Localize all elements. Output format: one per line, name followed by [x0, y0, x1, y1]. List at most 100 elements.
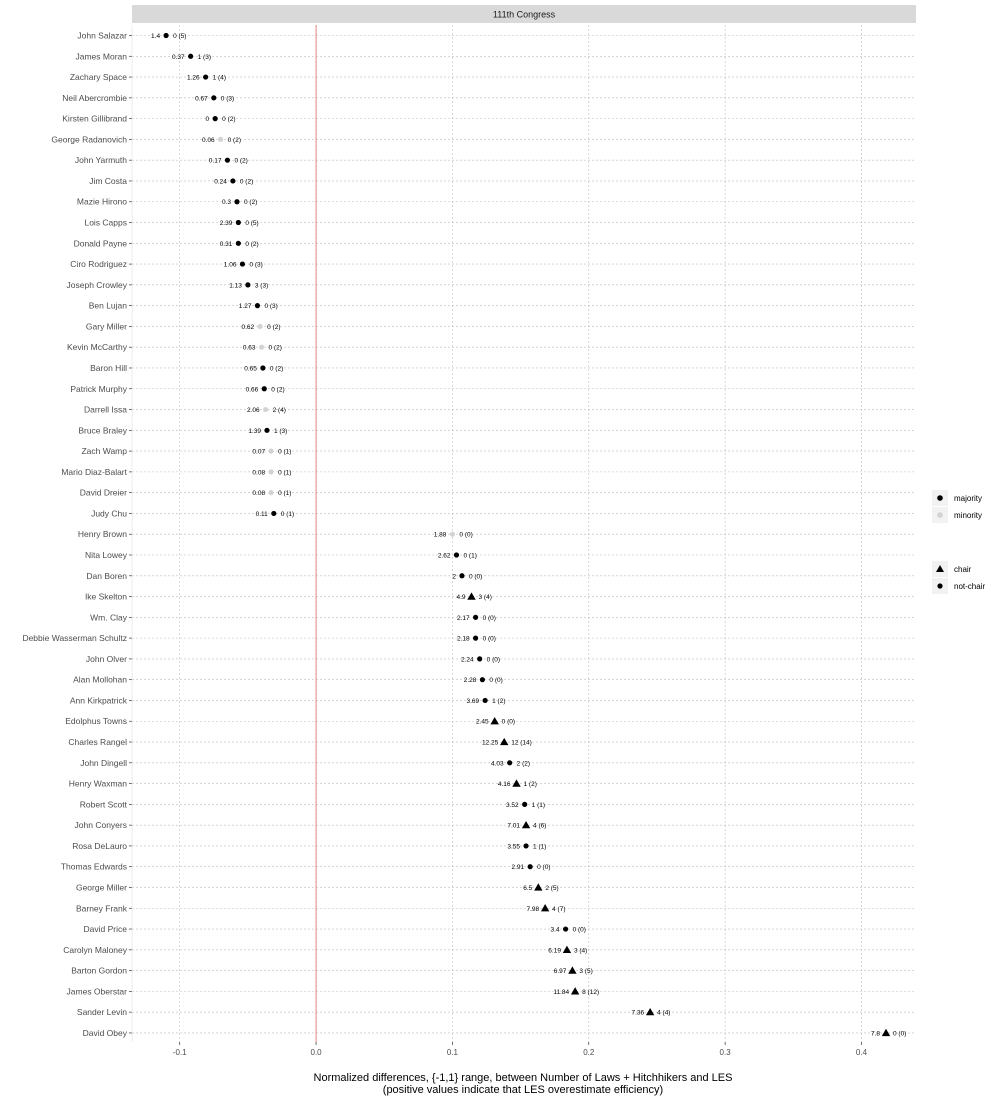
laws-label: 0 (2) — [244, 199, 257, 206]
x-axis-subtitle: (positive values indicate that LES overe… — [382, 1084, 664, 1096]
laws-label: 1 (1) — [533, 843, 546, 850]
y-tick-label: Judy Chu — [91, 508, 127, 518]
y-tick-label: Kirsten Gillibrand — [62, 114, 127, 124]
laws-label: 0 (3) — [249, 262, 262, 269]
not-chair-point — [523, 843, 529, 849]
not-chair-point — [479, 677, 486, 683]
les-label: 1.27 — [239, 303, 252, 310]
chair-point — [521, 820, 531, 829]
laws-label: 0 (2) — [270, 365, 283, 372]
les-label: 1.06 — [224, 262, 237, 269]
les-label: 6.5 — [523, 885, 532, 892]
les-label: 3.52 — [506, 802, 519, 809]
not-chair-point — [163, 32, 169, 39]
x-tick-label: 0.0 — [311, 1048, 323, 1057]
laws-label: 0 (1) — [278, 449, 291, 456]
x-axis: -0.1 0.0 0.1 0.2 0.3 0.4 — [173, 1042, 868, 1057]
les-label: 2.18 — [457, 636, 470, 643]
legend-not-chair-label: not-chair — [954, 582, 985, 591]
y-tick-label: Baron Hill — [90, 363, 127, 373]
laws-label: 0 (3) — [221, 95, 234, 102]
laws-label: 0 (0) — [502, 719, 515, 726]
legend-chair-symbol — [936, 565, 944, 572]
les-label: 11.84 — [553, 989, 569, 996]
y-tick-label: Ben Lujan — [89, 301, 128, 311]
legend-minority-label: minority — [954, 511, 982, 520]
laws-label: 0 (2) — [222, 116, 235, 123]
x-tick-label: 0.3 — [720, 1048, 732, 1057]
les-label: 2.28 — [464, 677, 477, 684]
les-label: 3.4 — [551, 927, 560, 934]
les-label: 0.37 — [172, 54, 185, 61]
y-tick-label: Alan Mollohan — [73, 675, 127, 685]
laws-label: 0 (2) — [228, 137, 241, 144]
x-tick-label: 0.4 — [856, 1048, 868, 1057]
not-chair-point — [235, 219, 241, 226]
les-label: 2.45 — [476, 719, 489, 726]
chair-point — [540, 904, 550, 912]
les-label: 12.25 — [482, 740, 499, 747]
les-label: 7.8 — [871, 1030, 880, 1037]
laws-label: 4 (4) — [657, 1010, 670, 1017]
not-chair-point — [453, 552, 460, 558]
laws-label: 0 (1) — [278, 490, 291, 497]
not-chair-point — [257, 323, 263, 330]
laws-label: 1 (3) — [198, 54, 211, 61]
y-tick-label: Henry Brown — [78, 529, 127, 539]
y-tick-label: Darrell Issa — [84, 405, 127, 415]
laws-label: 0 (5) — [173, 33, 186, 40]
y-tick-label: Sander Levin — [77, 1007, 127, 1017]
y-tick-label: Zach Wamp — [81, 446, 127, 456]
y-tick-label: Donald Payne — [74, 238, 128, 248]
laws-label: 0 (0) — [537, 864, 550, 871]
les-label: 0 — [206, 116, 210, 123]
les-label: 1.88 — [434, 532, 447, 539]
x-tick-label: 0.1 — [447, 1048, 459, 1057]
not-chair-point — [527, 864, 533, 870]
y-tick-label: Mario Diaz-Balart — [61, 467, 127, 477]
not-chair-point — [268, 469, 274, 475]
y-tick-label: Neil Abercrombie — [62, 93, 127, 103]
les-label: 0.65 — [244, 365, 257, 372]
legend-majority-label: majority — [954, 494, 982, 503]
laws-label: 3 (4) — [479, 594, 492, 601]
points — [163, 32, 891, 1037]
y-tick-label: James Moran — [76, 51, 128, 61]
y-tick-label: Robert Scott — [80, 799, 128, 809]
x-tick-label: -0.1 — [173, 1048, 187, 1057]
not-chair-point — [258, 344, 265, 350]
not-chair-point — [482, 697, 488, 704]
not-chair-point — [522, 801, 528, 807]
not-chair-point — [218, 136, 224, 142]
les-label: 0.11 — [256, 511, 269, 518]
les-label: 2.17 — [457, 615, 470, 622]
chair-point — [562, 945, 572, 953]
les-label: 1.26 — [187, 75, 200, 82]
laws-label: 0 (0) — [483, 636, 496, 643]
chair-point — [881, 1028, 891, 1037]
chair-point — [534, 883, 543, 891]
y-tick-label: Henry Waxman — [69, 779, 128, 789]
les-label: 2 — [452, 573, 456, 580]
laws-label: 2 (5) — [545, 885, 558, 892]
les-label: 4.9 — [456, 594, 465, 601]
y-tick-label: Barney Frank — [76, 903, 128, 913]
panel-background — [132, 25, 916, 1042]
les-label: 0.63 — [243, 345, 256, 352]
laws-label: 1 (2) — [492, 698, 505, 705]
y-tick-label: Rosa DeLauro — [72, 841, 127, 851]
les-label: 0.17 — [209, 158, 222, 165]
legend-chair-label: chair — [954, 565, 972, 574]
not-chair-point — [188, 53, 194, 59]
not-chair-point — [268, 448, 274, 454]
not-chair-point — [212, 116, 218, 122]
les-label: 0.06 — [202, 137, 215, 144]
chair-point — [512, 779, 521, 787]
not-chair-point — [263, 406, 269, 413]
laws-label: 0 (2) — [269, 345, 282, 352]
laws-label: 1 (2) — [524, 781, 537, 788]
not-chair-point — [230, 178, 236, 184]
les-label: 7.98 — [526, 906, 539, 913]
y-tick-label: Ike Skelton — [85, 592, 127, 602]
les-label: 2.62 — [438, 553, 451, 560]
